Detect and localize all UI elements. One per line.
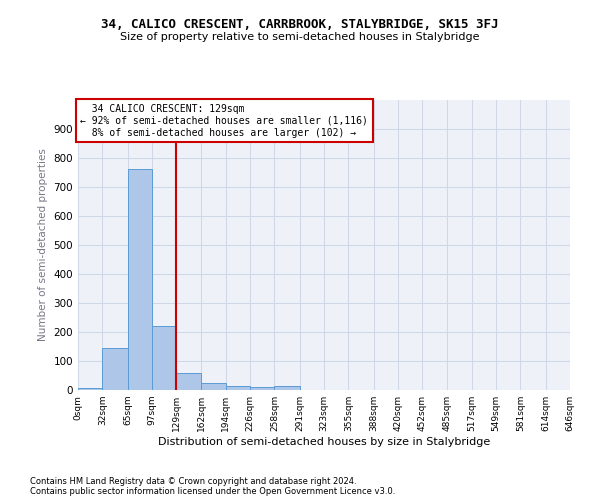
Bar xyxy=(274,386,299,390)
Bar xyxy=(103,348,128,390)
Bar xyxy=(128,169,152,390)
Text: 34 CALICO CRESCENT: 129sqm
← 92% of semi-detached houses are smaller (1,116)
  8: 34 CALICO CRESCENT: 129sqm ← 92% of semi… xyxy=(80,104,368,138)
Text: Contains public sector information licensed under the Open Government Licence v3: Contains public sector information licen… xyxy=(30,488,395,496)
Text: 34, CALICO CRESCENT, CARRBROOK, STALYBRIDGE, SK15 3FJ: 34, CALICO CRESCENT, CARRBROOK, STALYBRI… xyxy=(101,18,499,30)
Bar xyxy=(202,383,226,390)
Bar xyxy=(250,387,274,390)
Bar xyxy=(176,374,202,390)
Y-axis label: Number of semi-detached properties: Number of semi-detached properties xyxy=(38,148,48,342)
Text: Size of property relative to semi-detached houses in Stalybridge: Size of property relative to semi-detach… xyxy=(120,32,480,42)
Bar xyxy=(226,386,250,390)
Bar xyxy=(152,326,176,390)
X-axis label: Distribution of semi-detached houses by size in Stalybridge: Distribution of semi-detached houses by … xyxy=(158,437,490,447)
Text: Contains HM Land Registry data © Crown copyright and database right 2024.: Contains HM Land Registry data © Crown c… xyxy=(30,478,356,486)
Bar xyxy=(78,388,103,390)
